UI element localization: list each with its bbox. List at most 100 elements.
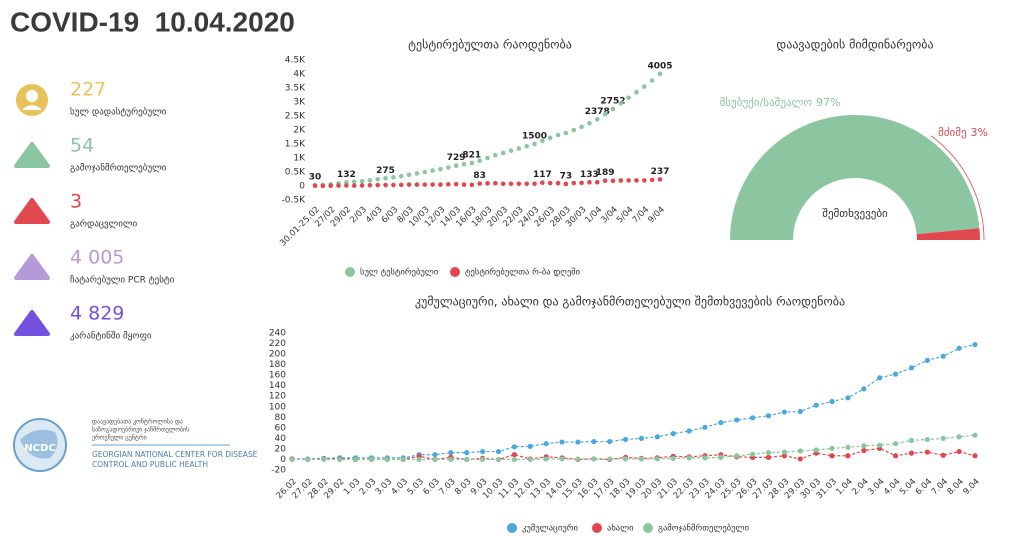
data-point — [422, 182, 428, 187]
data-point — [398, 173, 404, 179]
data-label: 4005 — [647, 61, 672, 71]
data-point — [626, 95, 631, 101]
data-point — [438, 166, 443, 172]
data-point — [670, 455, 676, 462]
data-point — [797, 408, 803, 415]
gauge-label-value: 3% — [971, 126, 988, 139]
x-tick-label: 6.03 — [421, 477, 441, 497]
data-point — [448, 450, 454, 456]
data-point — [813, 447, 819, 453]
data-point — [464, 456, 470, 463]
data-point — [607, 456, 613, 462]
logo-name: NCDC — [24, 443, 55, 454]
y-tick-label: 0 — [299, 182, 305, 192]
data-point — [908, 365, 915, 371]
data-point — [750, 451, 756, 457]
y-tick-label: 180 — [269, 360, 286, 370]
y-tick-label: 140 — [269, 381, 286, 391]
y-tick-label: 240 — [269, 329, 286, 339]
y-tick-label: 80 — [275, 413, 287, 423]
data-label: 729 — [447, 153, 466, 163]
x-tick-label: 2.04 — [850, 477, 870, 497]
gauge-segment — [916, 228, 980, 240]
data-point — [414, 182, 420, 187]
data-point — [594, 117, 600, 122]
y-tick-label: -0.5K — [282, 196, 307, 206]
x-tick-label: 30.01-25.02 — [278, 205, 322, 249]
data-point — [543, 441, 549, 447]
x-tick-label: 8.04 — [946, 477, 966, 497]
x-tick-label: 7.04 — [930, 477, 950, 497]
data-point — [321, 456, 327, 463]
logo-ka: საზოგადოებრივი ჯანმრთელობის — [92, 427, 189, 434]
gauge-center-label: შემთხვევები — [822, 207, 888, 220]
data-point — [493, 180, 498, 186]
data-point — [718, 454, 724, 460]
data-point — [453, 163, 459, 168]
data-point — [718, 419, 724, 426]
data-point — [956, 448, 962, 455]
data-point — [657, 71, 663, 77]
legend-label: კუმულაციური — [522, 523, 578, 534]
data-point — [594, 179, 600, 185]
data-point — [571, 127, 577, 133]
data-point — [432, 456, 438, 463]
data-point — [587, 179, 592, 185]
data-point — [892, 371, 899, 377]
y-tick-label: 220 — [269, 339, 286, 349]
data-point — [861, 443, 867, 449]
x-tick-label: 7/04 — [631, 205, 652, 226]
data-point — [391, 175, 396, 180]
data-point — [602, 111, 608, 117]
data-point — [508, 181, 514, 187]
data-point — [305, 456, 311, 463]
data-point — [649, 177, 655, 183]
logo-en: CONTROL AND PUBLIC HEALTH — [92, 460, 208, 469]
data-point — [480, 448, 486, 455]
data-point — [607, 438, 613, 445]
data-point — [383, 176, 388, 181]
x-tick-label: 4.03 — [390, 477, 410, 497]
stat-icon-body — [22, 105, 42, 110]
data-point — [765, 450, 772, 456]
data-point — [367, 183, 373, 188]
data-point — [547, 135, 553, 141]
data-point — [464, 450, 470, 456]
logo-en: GEORGIAN NATIONAL CENTER FOR DISEASE — [92, 450, 258, 459]
data-point — [940, 435, 946, 441]
legend-marker — [450, 267, 460, 277]
x-tick-label: 1.04 — [834, 477, 854, 497]
data-point — [845, 395, 851, 401]
data-point — [924, 357, 930, 363]
data-point — [563, 130, 569, 136]
series-line — [292, 434, 976, 461]
data-point — [587, 120, 592, 126]
chart-title: დაავადების მიმდინარეობა — [776, 38, 933, 52]
data-point — [351, 183, 357, 188]
data-label: 73 — [560, 171, 573, 181]
data-point — [634, 89, 639, 95]
data-point — [422, 169, 428, 175]
y-tick-label: 1K — [293, 154, 306, 164]
data-point — [516, 146, 522, 151]
data-point — [781, 409, 787, 415]
stat-label: სულ დადასტურებული — [70, 107, 167, 118]
stat-value: 3 — [70, 191, 82, 213]
data-point — [516, 181, 522, 187]
data-point — [781, 453, 787, 459]
data-point — [892, 453, 899, 459]
data-point — [845, 453, 851, 459]
y-tick-label: 200 — [269, 350, 286, 360]
data-point — [406, 172, 412, 178]
chart-title: ტესტირებულთა რაოდენობა — [408, 38, 572, 52]
data-point — [956, 434, 962, 440]
data-point — [829, 398, 835, 405]
data-point — [469, 182, 475, 188]
gauge-label-name: მძიმე — [938, 126, 967, 139]
series-line — [292, 344, 976, 460]
y-tick-label: 40 — [275, 434, 287, 444]
data-point — [750, 415, 756, 421]
y-tick-label: 120 — [269, 392, 286, 402]
y-tick-label: 0.5K — [285, 168, 306, 178]
data-point — [480, 456, 486, 463]
